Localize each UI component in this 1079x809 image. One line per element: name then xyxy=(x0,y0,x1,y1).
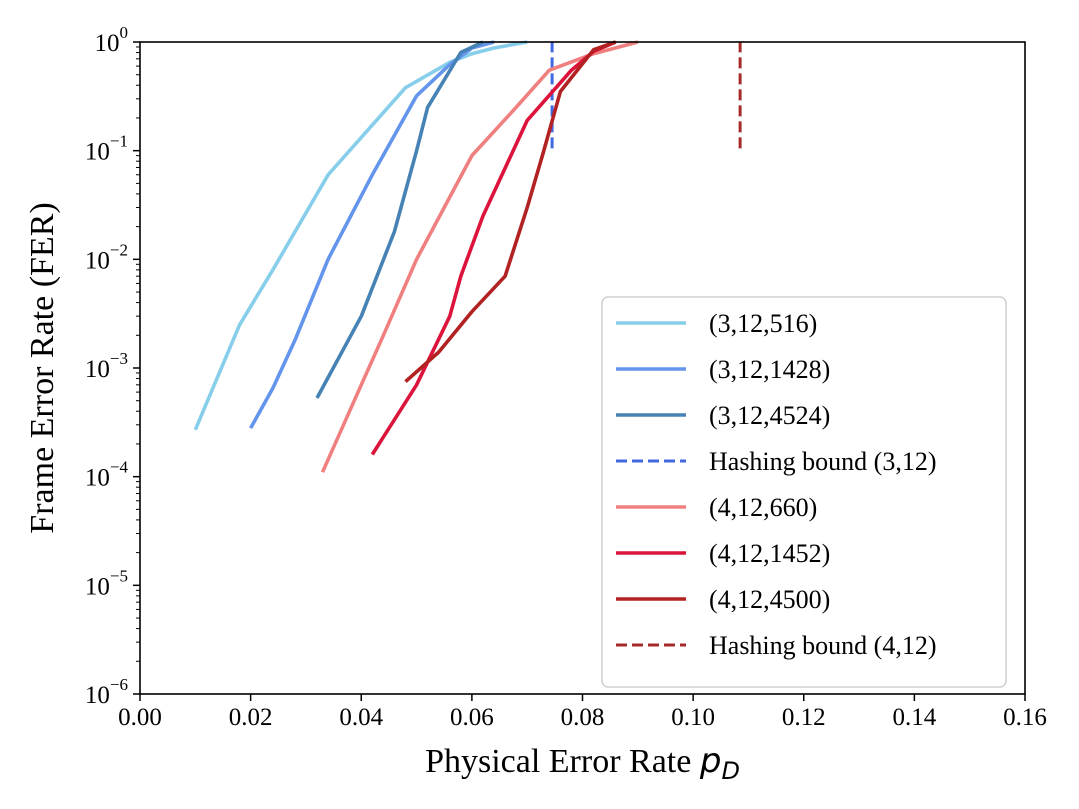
x-tick-label: 0.00 xyxy=(118,704,162,731)
legend-label-4-12-1452: (4,12,1452) xyxy=(709,539,830,568)
legend-label-hashing-bound-4-12: Hashing bound (4,12) xyxy=(709,631,936,660)
x-tick-label: 0.16 xyxy=(1003,704,1047,731)
series-line-4-12-660 xyxy=(320,40,639,473)
x-tick-label: 0.08 xyxy=(561,704,605,731)
series-layer xyxy=(193,40,742,473)
y-axis-label: Frame Error Rate (FER) xyxy=(24,202,61,533)
series-line-4-12-4500 xyxy=(404,40,617,383)
y-tick-label: 10−6 xyxy=(85,675,128,709)
y-tick-label: 10−5 xyxy=(85,566,128,600)
y-tick-label: 10−4 xyxy=(85,458,129,492)
y-tick-label: 10−2 xyxy=(85,240,128,274)
series-line-3-12-516 xyxy=(193,40,528,431)
legend-label-3-12-1428: (3,12,1428) xyxy=(709,355,830,384)
legend-label-3-12-4524: (3,12,4524) xyxy=(709,401,830,430)
x-axis-label: Physical Error Rate pD xyxy=(425,741,740,785)
legend: (3,12,516) (3,12,1428) (3,12,4524) Hashing … xyxy=(601,296,1007,688)
x-tick-label: 0.10 xyxy=(671,704,715,731)
legend-label-hashing-bound-3-12: Hashing bound (3,12) xyxy=(709,447,936,476)
x-tick-label: 0.06 xyxy=(450,704,494,731)
y-tick-label: 100 xyxy=(95,23,129,57)
legend-label-4-12-660: (4,12,660) xyxy=(709,493,817,522)
y-tick-label: 10−1 xyxy=(85,132,128,166)
series-line-3-12-1428 xyxy=(249,40,495,429)
legend-label-3-12-516: (3,12,516) xyxy=(709,309,817,338)
axes-layer: 0.00 0.02 0.04 0.06 0.08 0.10 0.12 0.14 0.16 100 1… xyxy=(24,23,1047,785)
legend-box xyxy=(601,296,1007,688)
x-tick-label: 0.04 xyxy=(339,704,383,731)
series-line-4-12-1452 xyxy=(370,40,617,456)
series-line-3-12-4524 xyxy=(315,40,484,399)
x-tick-label: 0.14 xyxy=(893,704,937,731)
y-tick-label: 10−3 xyxy=(85,349,128,383)
x-tick-label: 0.12 xyxy=(782,704,826,731)
x-tick-label: 0.02 xyxy=(229,704,273,731)
legend-label-4-12-4500: (4,12,4500) xyxy=(709,585,830,614)
